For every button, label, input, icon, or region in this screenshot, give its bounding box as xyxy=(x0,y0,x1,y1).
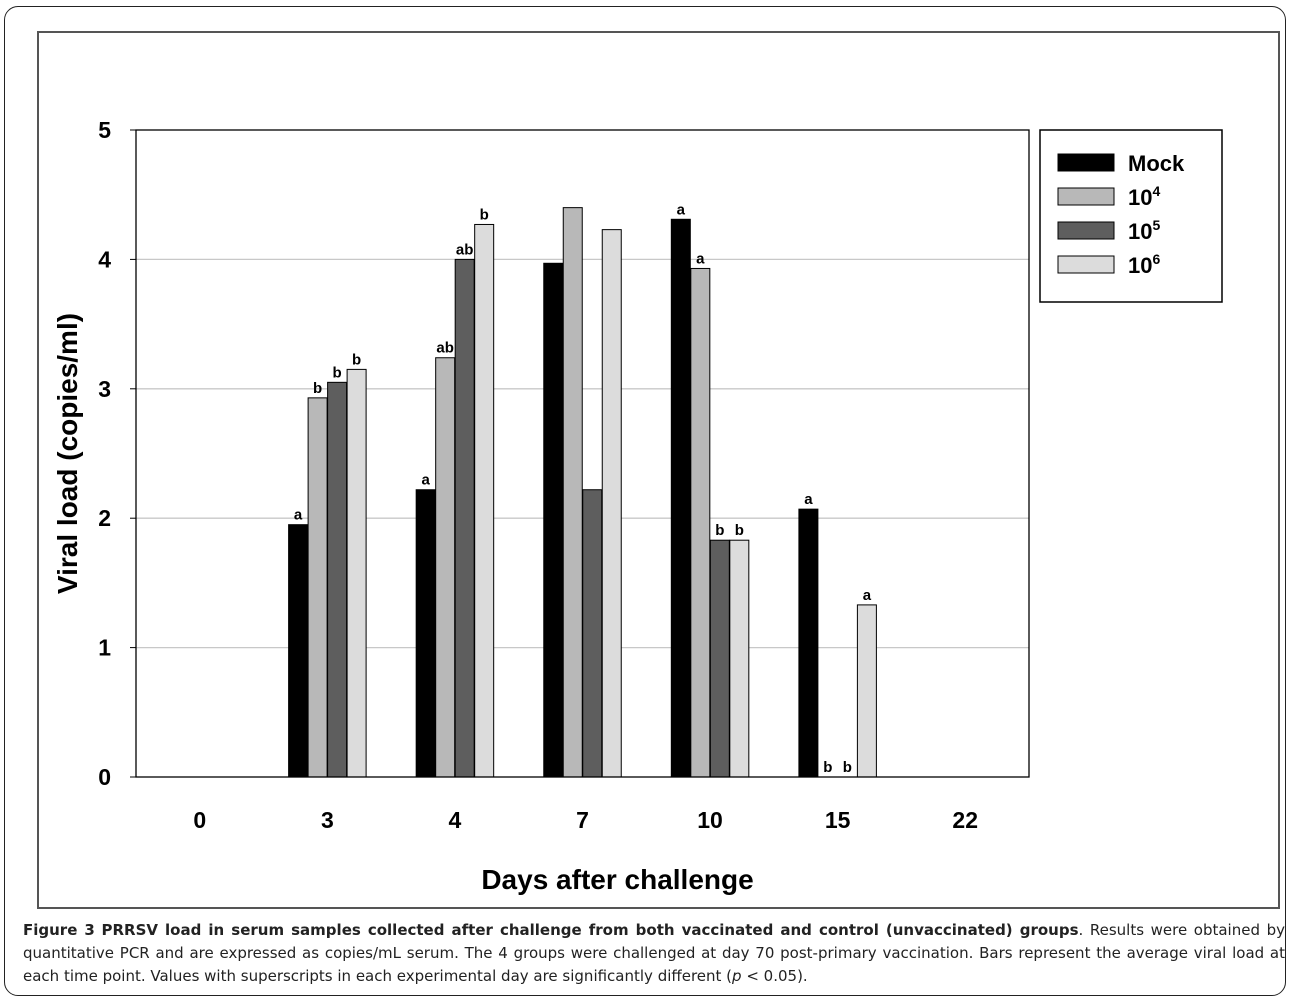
significance-label: ab xyxy=(436,340,454,357)
bar-10e5-day-4 xyxy=(454,258,475,778)
significance-label: b xyxy=(843,759,852,776)
caption-p-symbol: p xyxy=(732,967,742,985)
significance-label: a xyxy=(696,250,705,267)
bar-10e6-day-7 xyxy=(601,229,622,778)
x-axis-title: Days after challenge xyxy=(481,864,753,895)
caption-text-2: < 0.05). xyxy=(741,967,808,985)
legend-swatch-10e5 xyxy=(1057,221,1115,240)
bar-10e4-day-7 xyxy=(562,207,583,778)
y-tick-label: 3 xyxy=(98,376,111,402)
x-tick-label: 0 xyxy=(193,807,206,833)
significance-label: a xyxy=(863,587,872,604)
legend-label-10e5: 105 xyxy=(1128,217,1160,244)
significance-label: a xyxy=(677,201,686,218)
bar-10e5-day-3 xyxy=(327,381,348,778)
figure-caption: Figure 3 PRRSV load in serum samples col… xyxy=(23,919,1285,988)
legend-label-mock: Mock xyxy=(1128,151,1185,176)
significance-label: b xyxy=(735,522,744,539)
y-tick-label: 1 xyxy=(98,635,111,661)
legend-label-10e4: 104 xyxy=(1128,183,1160,210)
x-tick-label: 22 xyxy=(952,807,978,833)
significance-label: b xyxy=(480,206,489,223)
x-tick-label: 10 xyxy=(697,807,723,833)
bar-10e6-day-4 xyxy=(474,223,495,778)
caption-text-1: . Results were obtained by quantitative … xyxy=(23,921,1285,985)
bar-mock-day-7 xyxy=(543,262,564,778)
bar-10e4-day-3 xyxy=(307,397,328,778)
legend-swatch-10e4 xyxy=(1057,187,1115,206)
bar-10e6-day-15 xyxy=(856,604,877,778)
significance-label: b xyxy=(715,522,724,539)
figure-frame: 0 1 2 3 4 5 0 a b b b 3 a ab ab b 4 7 a a b b 10 a b b a 15 22 Days a… xyxy=(4,6,1286,996)
x-tick-label: 15 xyxy=(825,807,851,833)
legend-swatch-10e6 xyxy=(1057,255,1115,274)
significance-label: b xyxy=(352,351,361,368)
y-tick-label: 0 xyxy=(98,764,111,790)
plot-frame xyxy=(135,129,1030,778)
bar-mock-day-15 xyxy=(798,508,819,778)
significance-label: b xyxy=(313,380,322,397)
significance-label: a xyxy=(422,472,431,489)
bar-mock-day-4 xyxy=(415,489,436,778)
significance-label: a xyxy=(804,491,813,508)
caption-title: PRRSV load in serum samples collected af… xyxy=(101,921,1079,939)
bar-10e6-day-10 xyxy=(729,539,750,778)
x-tick-label: 4 xyxy=(449,807,462,833)
significance-label: a xyxy=(294,507,303,524)
significance-label: ab xyxy=(456,241,474,258)
y-axis-title: Viral load (copies/ml) xyxy=(52,313,83,594)
bar-10e6-day-3 xyxy=(346,368,367,778)
chart-box: 0 1 2 3 4 5 0 a b b b 3 a ab ab b 4 7 a a b b 10 a b b a 15 22 Days a… xyxy=(37,31,1280,909)
caption-label: Figure 3 xyxy=(23,921,95,939)
x-tick-label: 7 xyxy=(576,807,589,833)
y-tick-label: 4 xyxy=(98,246,111,272)
significance-label: b xyxy=(823,759,832,776)
bar-10e5-day-7 xyxy=(582,489,603,778)
bar-mock-day-3 xyxy=(288,524,309,778)
bar-10e4-day-10 xyxy=(690,267,711,778)
y-tick-label: 5 xyxy=(98,117,111,143)
x-tick-label: 3 xyxy=(321,807,334,833)
y-tick-label: 2 xyxy=(98,505,111,531)
legend-swatch-mock xyxy=(1057,153,1115,172)
significance-label: b xyxy=(333,364,342,381)
bar-10e5-day-10 xyxy=(709,539,730,778)
bar-mock-day-10 xyxy=(670,218,691,778)
bar-10e4-day-4 xyxy=(435,357,456,778)
legend-label-10e6: 106 xyxy=(1128,251,1160,278)
